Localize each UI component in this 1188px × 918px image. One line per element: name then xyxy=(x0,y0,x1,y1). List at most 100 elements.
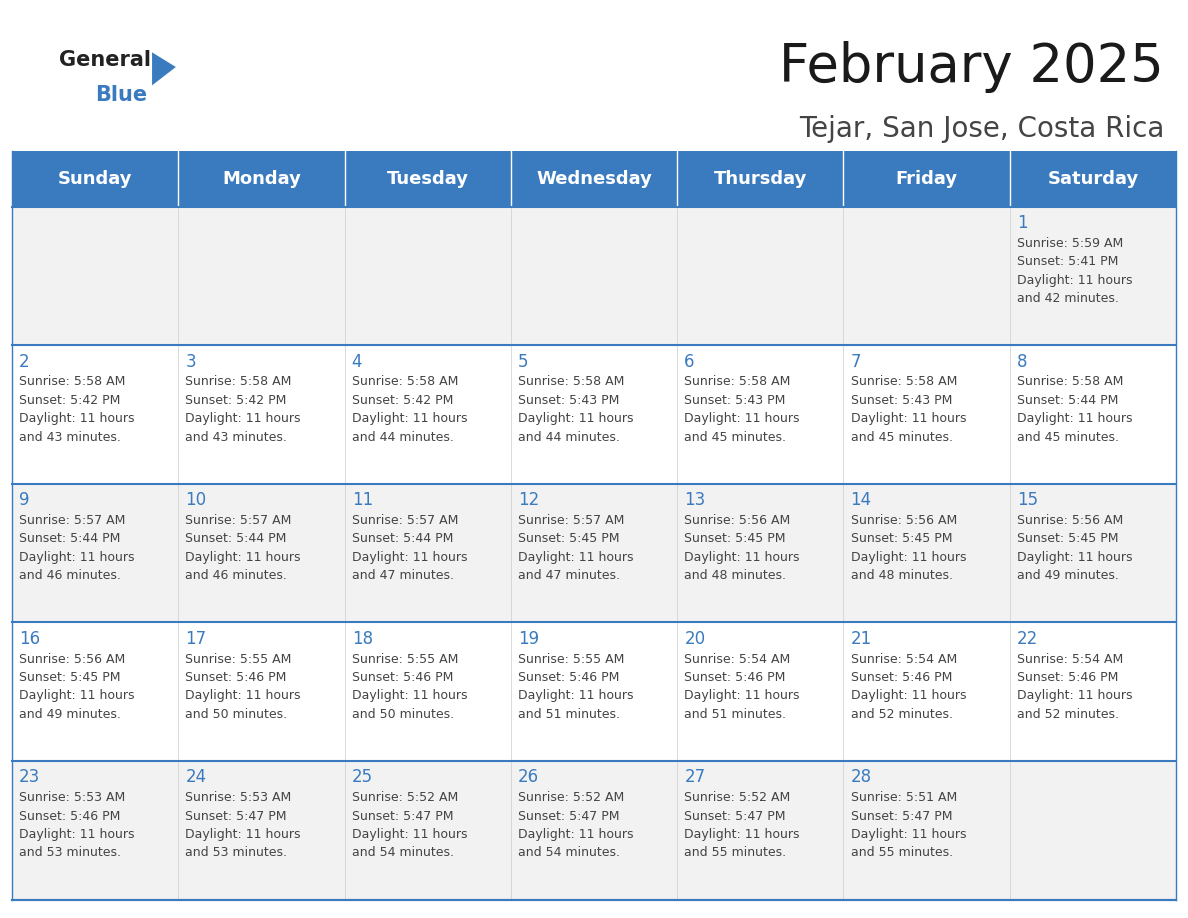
Text: 7: 7 xyxy=(851,353,861,371)
Text: Sunset: 5:43 PM: Sunset: 5:43 PM xyxy=(518,394,619,407)
Text: 27: 27 xyxy=(684,768,706,787)
Text: Sunset: 5:46 PM: Sunset: 5:46 PM xyxy=(518,671,619,684)
Text: Daylight: 11 hours: Daylight: 11 hours xyxy=(185,689,301,702)
Text: 9: 9 xyxy=(19,491,30,509)
Text: 12: 12 xyxy=(518,491,539,509)
Text: 6: 6 xyxy=(684,353,695,371)
Text: Sunrise: 5:58 AM: Sunrise: 5:58 AM xyxy=(352,375,459,388)
Text: Sunrise: 5:58 AM: Sunrise: 5:58 AM xyxy=(19,375,126,388)
Text: Daylight: 11 hours: Daylight: 11 hours xyxy=(518,412,633,425)
Text: Sunrise: 5:56 AM: Sunrise: 5:56 AM xyxy=(684,514,790,527)
Text: General: General xyxy=(59,50,151,71)
Text: 13: 13 xyxy=(684,491,706,509)
Text: 28: 28 xyxy=(851,768,872,787)
Text: 18: 18 xyxy=(352,630,373,648)
Bar xyxy=(178,151,345,207)
Text: Sunset: 5:45 PM: Sunset: 5:45 PM xyxy=(518,532,619,545)
Text: Sunset: 5:46 PM: Sunset: 5:46 PM xyxy=(684,671,785,684)
Text: and 46 minutes.: and 46 minutes. xyxy=(185,569,287,582)
Text: and 49 minutes.: and 49 minutes. xyxy=(1017,569,1119,582)
Bar xyxy=(12,151,178,207)
Text: Sunrise: 5:56 AM: Sunrise: 5:56 AM xyxy=(851,514,956,527)
Text: Daylight: 11 hours: Daylight: 11 hours xyxy=(352,412,467,425)
Text: Daylight: 11 hours: Daylight: 11 hours xyxy=(19,689,134,702)
Text: 4: 4 xyxy=(352,353,362,371)
Text: Sunset: 5:46 PM: Sunset: 5:46 PM xyxy=(19,810,120,823)
Bar xyxy=(12,761,1176,900)
Text: 19: 19 xyxy=(518,630,539,648)
Text: Blue: Blue xyxy=(95,85,147,106)
Text: and 47 minutes.: and 47 minutes. xyxy=(518,569,620,582)
Text: 5: 5 xyxy=(518,353,529,371)
Text: 3: 3 xyxy=(185,353,196,371)
Text: Sunrise: 5:56 AM: Sunrise: 5:56 AM xyxy=(1017,514,1123,527)
Text: Sunrise: 5:51 AM: Sunrise: 5:51 AM xyxy=(851,791,956,804)
Text: and 44 minutes.: and 44 minutes. xyxy=(518,431,620,443)
Text: 20: 20 xyxy=(684,630,706,648)
Text: and 55 minutes.: and 55 minutes. xyxy=(851,846,953,859)
Text: 23: 23 xyxy=(19,768,40,787)
Text: and 55 minutes.: and 55 minutes. xyxy=(684,846,786,859)
Bar xyxy=(511,151,677,207)
Text: 24: 24 xyxy=(185,768,207,787)
Text: Sunrise: 5:52 AM: Sunrise: 5:52 AM xyxy=(518,791,624,804)
Text: Sunrise: 5:55 AM: Sunrise: 5:55 AM xyxy=(518,653,625,666)
Text: Daylight: 11 hours: Daylight: 11 hours xyxy=(518,828,633,841)
Bar xyxy=(12,622,1176,761)
Text: Sunrise: 5:59 AM: Sunrise: 5:59 AM xyxy=(1017,237,1123,250)
Bar xyxy=(12,345,1176,484)
Text: Friday: Friday xyxy=(896,170,958,188)
Bar xyxy=(12,484,1176,622)
Text: Sunrise: 5:58 AM: Sunrise: 5:58 AM xyxy=(185,375,292,388)
Text: 11: 11 xyxy=(352,491,373,509)
Text: 2: 2 xyxy=(19,353,30,371)
Text: Sunset: 5:43 PM: Sunset: 5:43 PM xyxy=(851,394,952,407)
Text: Sunrise: 5:52 AM: Sunrise: 5:52 AM xyxy=(352,791,457,804)
Text: Sunrise: 5:54 AM: Sunrise: 5:54 AM xyxy=(851,653,956,666)
Text: Sunrise: 5:53 AM: Sunrise: 5:53 AM xyxy=(19,791,125,804)
Text: Daylight: 11 hours: Daylight: 11 hours xyxy=(851,689,966,702)
Text: and 48 minutes.: and 48 minutes. xyxy=(684,569,786,582)
Text: Daylight: 11 hours: Daylight: 11 hours xyxy=(684,828,800,841)
Text: Daylight: 11 hours: Daylight: 11 hours xyxy=(851,412,966,425)
Text: Sunset: 5:45 PM: Sunset: 5:45 PM xyxy=(19,671,120,684)
Text: Sunrise: 5:55 AM: Sunrise: 5:55 AM xyxy=(352,653,459,666)
Text: Saturday: Saturday xyxy=(1048,170,1138,188)
Bar xyxy=(1010,151,1176,207)
Text: Daylight: 11 hours: Daylight: 11 hours xyxy=(518,689,633,702)
Text: Daylight: 11 hours: Daylight: 11 hours xyxy=(185,551,301,564)
Text: and 51 minutes.: and 51 minutes. xyxy=(684,708,786,721)
Text: and 50 minutes.: and 50 minutes. xyxy=(185,708,287,721)
Text: and 43 minutes.: and 43 minutes. xyxy=(185,431,287,443)
Text: Sunrise: 5:54 AM: Sunrise: 5:54 AM xyxy=(684,653,790,666)
Text: 21: 21 xyxy=(851,630,872,648)
Text: Daylight: 11 hours: Daylight: 11 hours xyxy=(684,412,800,425)
Text: Sunrise: 5:57 AM: Sunrise: 5:57 AM xyxy=(518,514,625,527)
Text: Sunset: 5:46 PM: Sunset: 5:46 PM xyxy=(851,671,952,684)
Text: Sunset: 5:42 PM: Sunset: 5:42 PM xyxy=(352,394,453,407)
Text: Sunset: 5:44 PM: Sunset: 5:44 PM xyxy=(185,532,286,545)
Text: Sunrise: 5:54 AM: Sunrise: 5:54 AM xyxy=(1017,653,1123,666)
Text: Daylight: 11 hours: Daylight: 11 hours xyxy=(1017,551,1132,564)
Text: Sunset: 5:47 PM: Sunset: 5:47 PM xyxy=(851,810,952,823)
Text: 25: 25 xyxy=(352,768,373,787)
Text: 10: 10 xyxy=(185,491,207,509)
Text: Sunrise: 5:56 AM: Sunrise: 5:56 AM xyxy=(19,653,125,666)
Text: Sunset: 5:44 PM: Sunset: 5:44 PM xyxy=(352,532,453,545)
Text: and 52 minutes.: and 52 minutes. xyxy=(1017,708,1119,721)
Text: February 2025: February 2025 xyxy=(779,41,1164,94)
Text: 8: 8 xyxy=(1017,353,1028,371)
Text: Sunset: 5:45 PM: Sunset: 5:45 PM xyxy=(1017,532,1118,545)
Text: Daylight: 11 hours: Daylight: 11 hours xyxy=(851,551,966,564)
Text: Sunset: 5:41 PM: Sunset: 5:41 PM xyxy=(1017,255,1118,268)
Text: and 44 minutes.: and 44 minutes. xyxy=(352,431,454,443)
Text: and 52 minutes.: and 52 minutes. xyxy=(851,708,953,721)
Text: Daylight: 11 hours: Daylight: 11 hours xyxy=(1017,689,1132,702)
Text: Wednesday: Wednesday xyxy=(536,170,652,188)
Text: Monday: Monday xyxy=(222,170,301,188)
Bar xyxy=(12,207,1176,345)
Text: Daylight: 11 hours: Daylight: 11 hours xyxy=(518,551,633,564)
Text: Sunset: 5:46 PM: Sunset: 5:46 PM xyxy=(352,671,453,684)
Text: Sunrise: 5:58 AM: Sunrise: 5:58 AM xyxy=(684,375,791,388)
Text: Sunset: 5:46 PM: Sunset: 5:46 PM xyxy=(1017,671,1118,684)
